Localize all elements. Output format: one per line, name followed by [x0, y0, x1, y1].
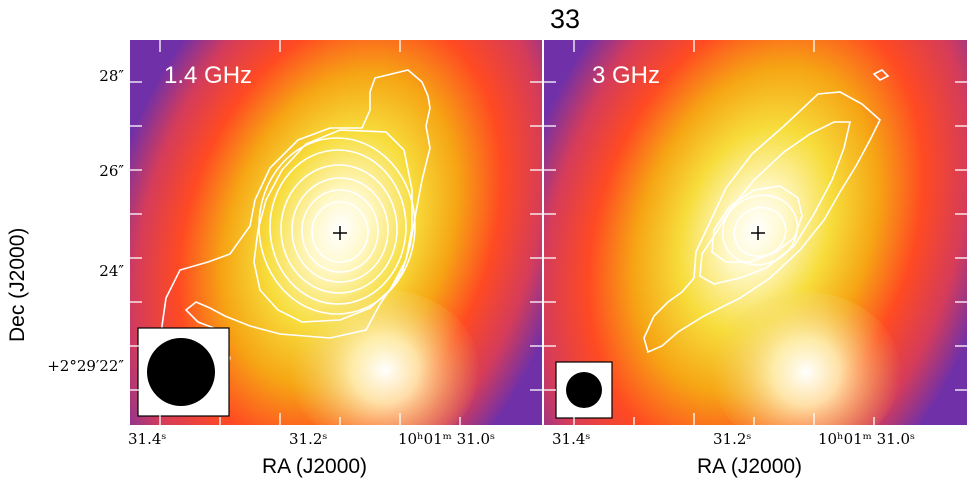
figure-title: 33 — [549, 4, 581, 34]
x-tick-label: 31.4ˢ — [128, 430, 167, 448]
contours — [643, 69, 890, 354]
panel-label-1-4ghz: 1.4 GHz — [164, 62, 253, 89]
contour-3 — [711, 185, 803, 263]
y-tick-label: +2°29′22″ — [47, 357, 124, 375]
contour-5 — [280, 164, 398, 294]
contour-outer — [643, 91, 881, 354]
source-marker — [333, 226, 347, 240]
panel-3ghz: 3 GHz — [544, 40, 967, 425]
contour-outer — [159, 69, 431, 397]
contour-6 — [291, 177, 389, 283]
x-tick-label: 10ʰ01ᵐ 31.0ˢ — [818, 430, 916, 448]
beam-inset — [555, 361, 613, 419]
y-tick-label: 26″ — [99, 162, 124, 180]
source-marker — [751, 226, 765, 240]
x-tick-label: 31.2ˢ — [289, 430, 328, 448]
panel-1-4ghz-plot — [130, 40, 542, 425]
y-tick-label: 28″ — [99, 67, 124, 85]
contour-4 — [269, 149, 407, 305]
beam-inset — [137, 327, 230, 417]
contour-4 — [721, 194, 799, 266]
contour-5 — [733, 206, 787, 258]
x-tick-label: 31.4ˢ — [552, 430, 591, 448]
panel-label-3ghz: 3 GHz — [592, 62, 661, 89]
contour-8 — [311, 201, 369, 263]
x-tick-label: 10ʰ01ᵐ 31.0ˢ — [398, 430, 496, 448]
contour-7 — [301, 189, 379, 273]
x-axis-label: RA (J2000) — [262, 455, 368, 478]
x-tick-label: 31.2ˢ — [713, 430, 752, 448]
secondary-source-glow — [290, 290, 480, 425]
panel-1-4ghz: 1.4 GHz — [130, 40, 542, 425]
secondary-source-glow — [711, 292, 901, 425]
y-axis-label: Dec (J2000) — [6, 227, 29, 342]
contours — [159, 69, 431, 397]
contour-small — [872, 69, 890, 81]
panel-3ghz-plot — [544, 40, 967, 425]
beam-ellipse — [566, 372, 602, 408]
contour-2 — [253, 129, 413, 323]
contour-3 — [258, 137, 416, 315]
contour-2 — [699, 121, 852, 285]
ticks — [130, 40, 542, 425]
ticks — [544, 40, 967, 425]
y-tick-label: 24″ — [99, 262, 124, 280]
beam-ellipse — [147, 338, 215, 406]
x-axis-label: RA (J2000) — [697, 455, 803, 478]
